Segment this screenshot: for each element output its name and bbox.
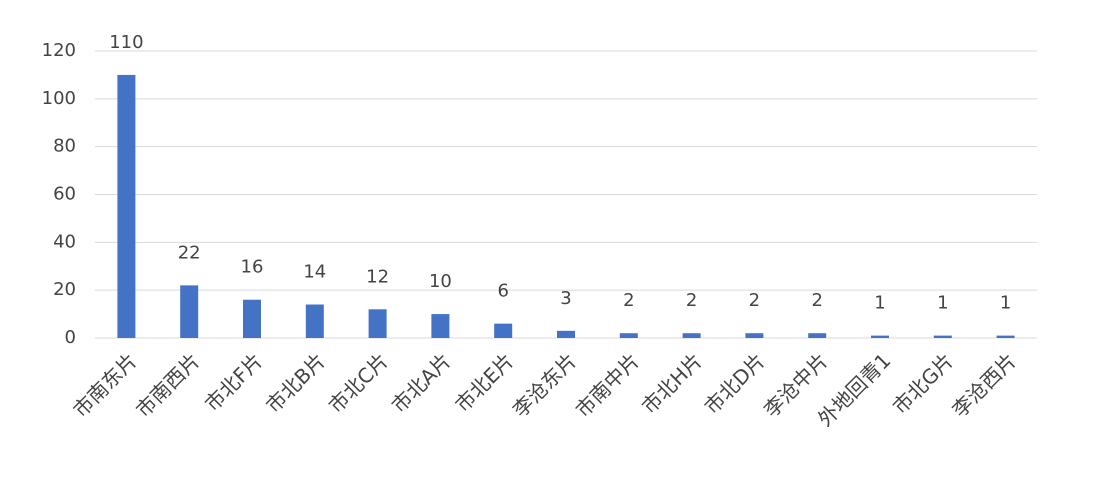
value-label: 16 <box>241 257 264 278</box>
bar <box>305 304 324 338</box>
value-label: 110 <box>109 32 143 53</box>
value-label: 6 <box>497 281 508 302</box>
x-tick-label: 市北G片 <box>888 348 958 418</box>
x-tick-label: 市南西片 <box>131 348 205 422</box>
x-tick-label: 市南中片 <box>571 348 645 422</box>
bar <box>431 314 450 338</box>
y-tick-label: 120 <box>42 40 76 61</box>
x-tick-label: 市南东片 <box>68 348 142 422</box>
bar <box>117 74 136 339</box>
bar <box>933 335 952 338</box>
x-tick-label: 市北B片 <box>261 348 330 417</box>
bar <box>243 299 261 338</box>
value-label: 1 <box>1000 293 1011 314</box>
bar <box>494 323 513 338</box>
x-tick-label: 市北H片 <box>637 348 707 418</box>
value-label: 2 <box>623 290 634 311</box>
bar <box>871 335 889 338</box>
y-tick-label: 0 <box>65 327 76 348</box>
value-label: 1 <box>937 293 948 314</box>
value-label: 14 <box>303 262 326 283</box>
bar <box>808 333 827 338</box>
bar <box>996 335 1015 338</box>
bar <box>557 330 575 338</box>
value-label: 22 <box>178 242 201 263</box>
y-tick-label: 80 <box>53 136 76 157</box>
x-tick-label: 市北D片 <box>700 348 770 418</box>
bar <box>619 333 638 338</box>
y-tick-label: 100 <box>42 88 76 109</box>
value-label: 12 <box>366 266 389 287</box>
x-tick-label: 李沧东片 <box>508 348 582 422</box>
value-label: 2 <box>749 290 760 311</box>
y-tick-label: 60 <box>53 184 76 205</box>
y-tick-label: 40 <box>53 231 76 252</box>
y-tick-label: 20 <box>53 279 76 300</box>
x-tick-label: 李沧西片 <box>947 348 1021 422</box>
value-label: 2 <box>811 290 822 311</box>
bar <box>368 309 387 338</box>
x-tick-label: 市北C片 <box>324 348 393 417</box>
x-tick-label: 市北F片 <box>200 348 268 416</box>
x-tick-label: 市北A片 <box>387 348 456 417</box>
bar <box>180 285 199 338</box>
value-label: 2 <box>686 290 697 311</box>
value-label: 10 <box>429 271 452 292</box>
bar <box>745 333 764 338</box>
bar <box>682 333 701 338</box>
value-label: 3 <box>560 288 571 309</box>
value-label: 1 <box>874 293 885 314</box>
